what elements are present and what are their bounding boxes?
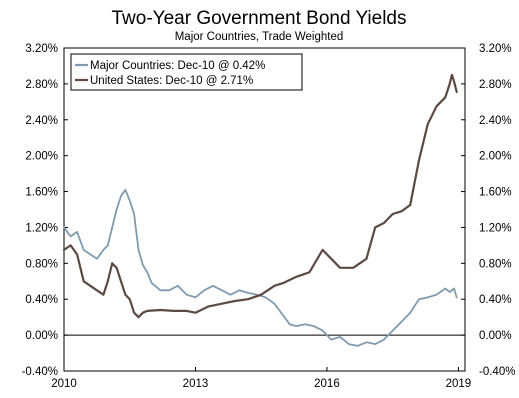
series-line-united-states xyxy=(62,73,458,319)
y-tick-label-left: 1.60% xyxy=(25,187,58,199)
y-tick-label-left: 1.20% xyxy=(25,222,58,234)
chart-subtitle: Major Countries, Trade Weighted xyxy=(175,31,344,43)
y-tick-label-right: 3.20% xyxy=(479,43,512,55)
y-tick-label-right: 2.80% xyxy=(479,79,512,91)
x-tick-label: 2013 xyxy=(183,378,209,390)
y-tick-label-left: 2.80% xyxy=(25,79,58,91)
legend: Major Countries: Dec-10 @ 0.42% United St… xyxy=(70,53,303,91)
y-tick-label-left: -0.40% xyxy=(22,366,58,378)
y-tick-label-left: 0.00% xyxy=(25,330,58,342)
legend-box xyxy=(70,53,303,91)
y-tick-label-left: 2.00% xyxy=(25,151,58,163)
series-line-major-countries xyxy=(63,188,458,347)
y-tick-label-right: 0.80% xyxy=(479,258,512,270)
y-tick-label-left: 2.40% xyxy=(25,115,58,127)
y-tick-label-right: -0.40% xyxy=(479,366,515,378)
y-tick-label-right: 0.40% xyxy=(479,294,512,306)
x-tick-label: 2019 xyxy=(446,378,472,390)
x-tick-label: 2010 xyxy=(51,378,77,390)
plot-frame xyxy=(63,47,466,372)
y-tick-label-left: 0.80% xyxy=(25,258,58,270)
y-tick-label-right: 2.40% xyxy=(479,115,512,127)
x-tick-label: 2016 xyxy=(314,378,340,390)
chart-title: Two-Year Government Bond Yields xyxy=(111,8,406,29)
y-tick-label-right: 1.20% xyxy=(479,222,512,234)
y-tick-label-right: 1.60% xyxy=(479,187,512,199)
plot-area: -0.40% -0.40% 0.00% 0.00% 0.40% 0.40% 0.80% 0.8… xyxy=(22,43,516,390)
legend-label: Major Countries: Dec-10 @ 0.42% xyxy=(90,60,265,72)
y-tick-label-right: 2.00% xyxy=(479,151,512,163)
y-tick-label-right: 0.00% xyxy=(479,330,512,342)
legend-label: United States: Dec-10 @ 2.71% xyxy=(90,75,253,87)
y-tick-label-left: 0.40% xyxy=(25,294,58,306)
y-tick-label-left: 3.20% xyxy=(25,43,58,55)
